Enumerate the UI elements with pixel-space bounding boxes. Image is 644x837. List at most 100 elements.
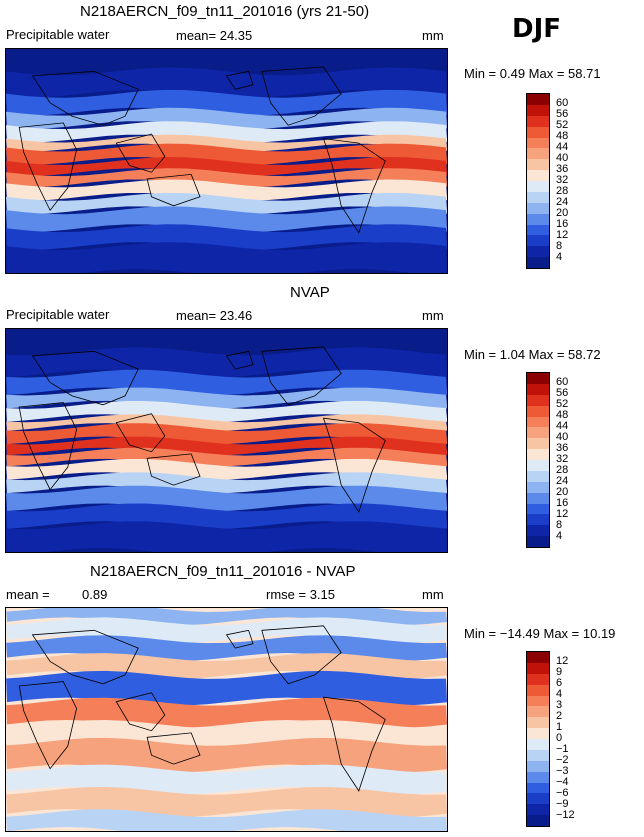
panel-2-range: Min = 1.04 Max = 58.72 <box>464 347 601 362</box>
contour-band <box>6 67 447 98</box>
colorbar-tick-label: 0 <box>556 732 563 744</box>
colorbar-tick-label: 12 <box>556 229 569 241</box>
panel-1-range: Min = 0.49 Max = 58.71 <box>464 66 601 81</box>
continent-outline <box>322 138 386 234</box>
continent-outline <box>261 625 342 685</box>
colorbar-tick-label: 3 <box>556 699 563 711</box>
colorbar-swatch <box>527 771 549 783</box>
contour-band <box>6 503 447 530</box>
contour-band <box>6 143 447 165</box>
colorbar-tick-label: 32 <box>556 174 569 186</box>
colorbar-swatch <box>527 804 549 816</box>
continent-outline <box>18 681 78 770</box>
colorbar-tick-label: 28 <box>556 185 569 197</box>
colorbar-swatch <box>527 749 549 761</box>
colorbar-tick-label: 20 <box>556 207 569 219</box>
continent-outline <box>146 453 201 486</box>
colorbar-tick-label: 1 <box>556 721 563 733</box>
colorbar-tick-label: 8 <box>556 240 563 252</box>
colorbar-swatch <box>527 383 549 395</box>
colorbar-swatch <box>527 373 549 384</box>
panel-1-field-label: Precipitable water <box>6 27 110 42</box>
colorbar-tick-label: 60 <box>556 97 569 109</box>
contour-band <box>6 242 447 273</box>
panel-3-units: mm <box>422 587 444 602</box>
panel-2-map <box>5 328 448 553</box>
colorbar-tick-label: 52 <box>556 398 569 410</box>
contour-band <box>6 107 447 130</box>
panel-3-rmse: rmse = 3.15 <box>266 587 336 602</box>
contour-band <box>6 369 447 396</box>
colorbar-swatch <box>527 514 549 526</box>
colorbar-tick-label: 9 <box>556 666 563 678</box>
continent-outline <box>18 122 78 212</box>
contour-band <box>6 472 447 494</box>
colorbar-swatch <box>527 94 549 105</box>
colorbar-tick-label: 6 <box>556 677 563 689</box>
colorbar-swatch <box>527 394 549 406</box>
continent-outline <box>31 70 139 126</box>
colorbar-swatch <box>527 202 549 214</box>
panel-3-title: N218AERCN_f09_tn11_201016 - NVAP <box>90 563 356 580</box>
colorbar-swatch <box>527 782 549 794</box>
colorbar-swatch <box>527 717 549 729</box>
colorbar-swatch <box>527 405 549 417</box>
colorbar-tick-label: 56 <box>556 387 569 399</box>
colorbar-swatch <box>527 684 549 696</box>
contour-band <box>6 423 447 445</box>
colorbar-swatch <box>527 427 549 439</box>
colorbar-swatch <box>527 213 549 225</box>
colorbar-swatch <box>527 481 549 493</box>
continent-outline <box>225 350 254 370</box>
continent-outline <box>261 346 342 406</box>
colorbar-swatch <box>527 525 549 537</box>
colorbar-tick-label: −1 <box>556 743 569 755</box>
continent-outline <box>31 629 139 685</box>
continent-outline <box>115 133 166 173</box>
colorbar-tick-label: 12 <box>556 508 569 520</box>
colorbar-tick-label: 40 <box>556 152 569 164</box>
panel-3-colorbar <box>526 651 550 827</box>
continent-outline <box>18 402 78 491</box>
colorbar-swatch <box>527 257 549 268</box>
colorbar-tick-label: −6 <box>556 787 569 799</box>
colorbar-tick-label: 40 <box>556 431 569 443</box>
colorbar-swatch <box>527 706 549 718</box>
contour-band <box>6 89 447 116</box>
continent-outline <box>261 66 342 126</box>
colorbar-swatch <box>527 246 549 258</box>
colorbar-tick-label: 20 <box>556 486 569 498</box>
colorbar-swatch <box>527 438 549 450</box>
contour-band <box>6 387 447 409</box>
colorbar-swatch <box>527 652 549 663</box>
colorbar-swatch <box>527 728 549 739</box>
colorbar-tick-label: 52 <box>556 119 569 131</box>
colorbar-swatch <box>527 739 549 750</box>
contour-band <box>6 485 447 512</box>
continent-outline <box>322 696 386 792</box>
colorbar-swatch <box>527 416 549 428</box>
colorbar-tick-label: 60 <box>556 376 569 388</box>
colorbar-swatch <box>527 460 549 471</box>
colorbar-tick-label: 16 <box>556 497 569 509</box>
contour-band <box>6 121 447 143</box>
contour-band <box>6 400 447 423</box>
continent-outline <box>322 417 386 513</box>
colorbar-swatch <box>527 503 549 515</box>
panel-1-mean: mean= 24.35 <box>176 28 253 43</box>
season-label: DJF <box>512 14 562 44</box>
colorbar-swatch <box>527 815 549 826</box>
panel-1-colorbar <box>526 93 550 269</box>
colorbar-tick-label: 48 <box>556 409 569 421</box>
panel-3-field-label: mean = <box>6 587 50 602</box>
colorbar-tick-label: −2 <box>556 754 569 766</box>
colorbar-tick-label: 32 <box>556 453 569 465</box>
colorbar-tick-label: −12 <box>556 809 575 821</box>
colorbar-tick-label: 48 <box>556 130 569 142</box>
panel-2-units: mm <box>422 308 444 323</box>
contour-band <box>6 224 447 251</box>
contour-band <box>6 49 447 76</box>
colorbar-tick-label: 4 <box>556 530 563 542</box>
panel-3-mean-value: 0.89 <box>82 587 108 602</box>
colorbar-tick-label: 24 <box>556 196 569 208</box>
